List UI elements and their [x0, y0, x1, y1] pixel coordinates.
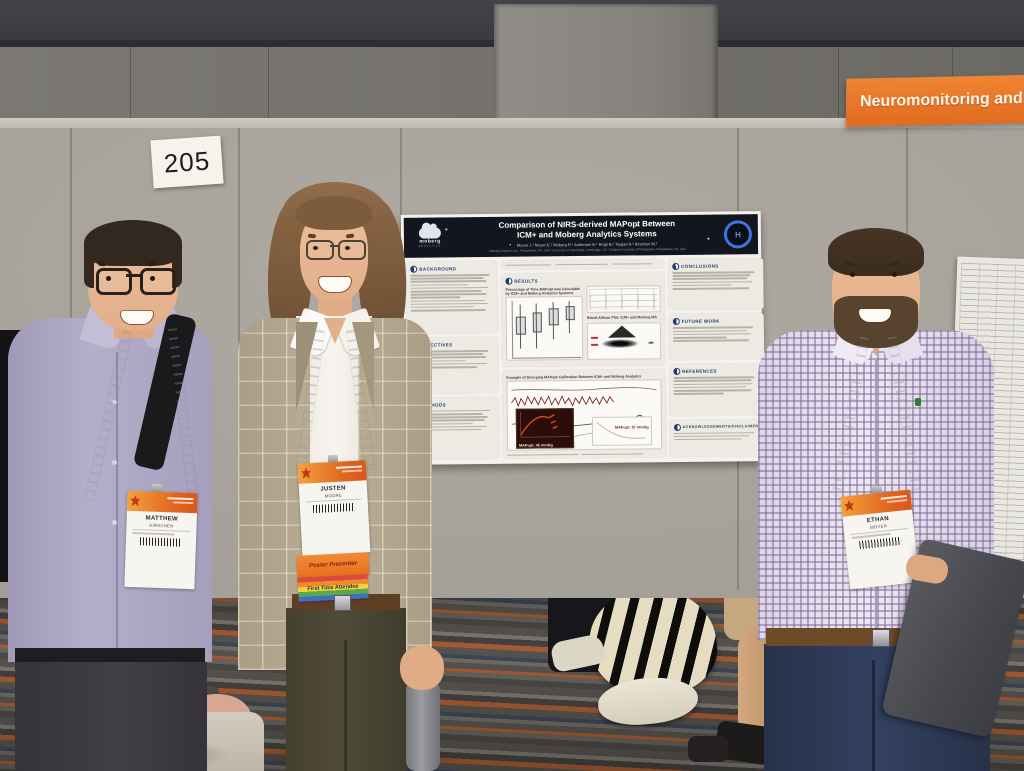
session-banner: Neuromonitoring and Technology	[845, 73, 1024, 127]
section-bullet-icon	[673, 368, 681, 376]
section-conclusions: CONCLUSIONS	[667, 258, 764, 311]
left-man-belt	[15, 648, 205, 664]
left-man-sideburn	[84, 254, 94, 288]
middle-man-fringe	[296, 196, 372, 230]
ribbon-first-time-attendee: First Time Attendee	[297, 574, 369, 602]
right-belt-buckle	[872, 629, 890, 647]
jeans-crease	[872, 660, 875, 771]
middle-glasses-bridge	[330, 245, 338, 247]
mapopt-inset-dark: MAPopt: 45 mmHg	[515, 408, 575, 450]
left-man-hair	[84, 220, 182, 266]
bland-altman-title: Bland-Altman Plot: ICM+ and Moberg MA	[586, 315, 658, 320]
poster-title-block: Comparison of NIRS-derived MAPopt Betwee…	[456, 219, 718, 254]
section-bullet-icon	[673, 423, 681, 431]
belt-buckle	[334, 595, 351, 611]
timeseries-card: Example of Diverging MAPopt Calibration …	[502, 369, 667, 459]
middle-glasses-left-lens	[306, 240, 334, 260]
badge-clip	[328, 455, 338, 464]
shirt-button	[112, 400, 117, 405]
glasses-left-lens	[96, 268, 132, 295]
left-man-eye	[150, 276, 155, 281]
poster-header: moberg ANALYTICS Comparison of NIRS-deri…	[403, 214, 759, 258]
middle-man-eye	[313, 246, 318, 250]
left-man-eye	[106, 276, 111, 281]
moberg-logo-icon: moberg ANALYTICS	[404, 227, 456, 248]
poster-column-middle: RESULTS Percentage of Time MAPopt was Ca…	[501, 259, 667, 459]
methods-summary-strip	[501, 259, 665, 270]
middle-man-eye	[345, 246, 350, 250]
boxplot-title: Percentage of Time MAPopt was Calculable…	[505, 286, 580, 296]
section-bullet-icon	[505, 277, 513, 285]
right-man-eye	[850, 272, 855, 277]
section-bullet-icon	[671, 262, 680, 271]
poster-column-right: CONCLUSIONS FUTURE WORK REFERENCES ACKNO…	[667, 258, 766, 458]
glasses-right-lens	[140, 268, 176, 295]
wall-seam	[268, 46, 269, 122]
wall-seam	[130, 46, 131, 122]
poster-body: BACKGROUND OBJECTIVES METHODS	[406, 258, 766, 460]
section-results: RESULTS Percentage of Time MAPopt was Ca…	[501, 271, 666, 367]
hospital-logo-icon: H	[718, 220, 758, 249]
right-man-eye	[892, 272, 897, 277]
trouser-crease	[344, 640, 347, 771]
shirt-placket	[116, 352, 118, 652]
boxplot-figure	[505, 296, 584, 361]
middle-glasses-right-lens	[338, 240, 366, 260]
glasses-bridge	[126, 274, 140, 277]
left-man-sideburn	[172, 254, 182, 288]
wall-column	[494, 4, 718, 124]
middle-man-hand	[400, 646, 444, 690]
moberg-logo-subtext: ANALYTICS	[418, 244, 442, 248]
middle-man-badge: JUSTEN MOORE	[297, 460, 371, 556]
left-man-badge: MATTHEW KIRSCHEN	[124, 490, 198, 590]
timeseries-figure: MAPopt: 45 mmHg MAPopt: 87 mmHg	[506, 379, 662, 451]
section-background: BACKGROUND	[406, 260, 498, 334]
shirt-button	[112, 520, 117, 525]
right-man-hair	[828, 228, 924, 276]
middle-man-trousers	[286, 608, 406, 771]
right-man-smile	[858, 308, 892, 323]
badge-barcode	[139, 537, 183, 547]
shirt-button	[112, 460, 117, 465]
research-poster: moberg ANALYTICS Comparison of NIRS-deri…	[400, 211, 766, 465]
left-man-trousers	[15, 662, 207, 771]
section-bullet-icon	[410, 265, 418, 273]
background-sandal-2	[688, 736, 728, 762]
badge-barcode	[312, 503, 356, 514]
session-banner-text: Neuromonitoring and Technology	[859, 88, 1024, 111]
badge-clip	[872, 486, 882, 495]
middle-man-eyebrow	[307, 233, 317, 238]
board-top-rail	[0, 118, 1024, 130]
shirt-logo-emblem	[915, 398, 921, 406]
middle-man-smile	[318, 276, 352, 293]
room-number-card: 205	[150, 135, 224, 189]
badge-last-name: KIRSCHEN	[149, 522, 174, 529]
badge-barcode	[859, 536, 902, 549]
left-man-smile	[120, 310, 154, 325]
bland-altman-figure	[587, 322, 661, 360]
mapopt-label-left: MAPopt: 45 mmHg	[518, 442, 553, 448]
room-number-text: 205	[162, 144, 212, 179]
mapopt-inset-light: MAPopt: 87 mmHg	[591, 415, 653, 446]
section-bullet-icon	[672, 318, 680, 326]
water-bottle	[406, 682, 440, 771]
section-future-work: FUTURE WORK	[668, 313, 765, 361]
section-acknowledgements: ACKNOWLEDGEMENTS/DISCLAIMERS	[669, 418, 766, 458]
results-table	[586, 284, 661, 313]
wall-seam	[838, 46, 839, 122]
mapopt-label-right: MAPopt: 87 mmHg	[614, 424, 649, 430]
badge-clip	[152, 484, 162, 493]
poster-title-line2: ICM+ and Moberg Analytics Systems	[517, 229, 657, 240]
section-references: REFERENCES	[669, 363, 766, 416]
